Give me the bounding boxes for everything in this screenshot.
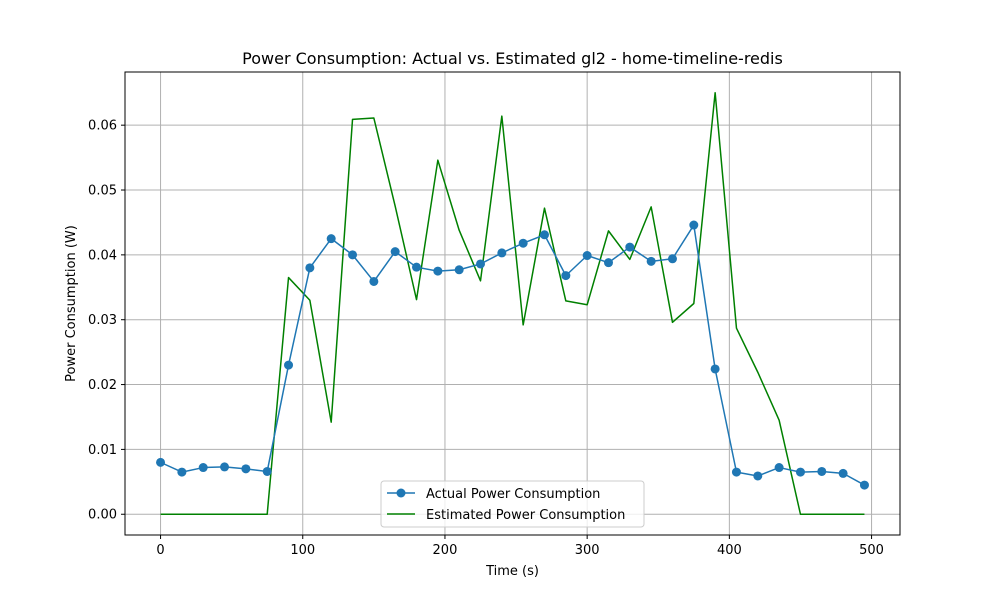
- actual-power-consumption-point: [262, 466, 272, 476]
- chart-title: Power Consumption: Actual vs. Estimated …: [242, 49, 783, 68]
- actual-power-consumption-point: [348, 250, 358, 260]
- actual-power-consumption-point: [795, 467, 805, 477]
- y-tick-label: 0.02: [88, 378, 117, 393]
- actual-power-consumption-point: [497, 248, 507, 258]
- legend-estimated-label: Estimated Power Consumption: [426, 508, 625, 523]
- actual-power-consumption-point: [177, 467, 187, 477]
- estimated-power-consumption-line: [160, 92, 865, 515]
- y-tick-label: 0.01: [88, 443, 117, 458]
- actual-power-consumption-point: [220, 462, 230, 472]
- x-tick-label: 300: [575, 543, 600, 558]
- legend-actual-label: Actual Power Consumption: [426, 487, 600, 502]
- actual-power-consumption-point: [625, 242, 635, 252]
- y-tick-label: 0.00: [88, 508, 117, 523]
- actual-power-consumption-point: [241, 464, 251, 474]
- actual-power-consumption-point: [156, 457, 166, 467]
- actual-power-consumption-point: [390, 247, 400, 257]
- actual-power-consumption-line: [160, 224, 865, 486]
- actual-power-consumption-point: [433, 266, 443, 276]
- grid-lines: [125, 72, 900, 535]
- axis-ticks: 0 100 200 300 400 500 0.00 0.01 0.02 0.03 0.04 0.05…: [88, 119, 884, 558]
- y-tick-label: 0.06: [88, 119, 117, 134]
- actual-power-consumption-point: [582, 251, 592, 261]
- actual-power-consumption-point: [603, 258, 613, 268]
- y-tick-label: 0.05: [88, 184, 117, 199]
- actual-power-consumption-point: [412, 262, 422, 272]
- y-tick-label: 0.03: [88, 313, 117, 328]
- actual-power-consumption-point: [667, 254, 677, 264]
- x-tick-label: 400: [717, 543, 742, 558]
- legend-actual-marker: [396, 488, 406, 498]
- actual-power-consumption-point: [689, 220, 699, 230]
- actual-power-consumption-point: [753, 471, 763, 481]
- legend: Actual Power Consumption Estimated Power…: [380, 480, 645, 528]
- actual-power-consumption-point: [646, 256, 656, 266]
- actual-power-consumption-point: [326, 234, 336, 244]
- actual-power-consumption-point: [305, 263, 315, 273]
- actual-power-consumption-point: [859, 480, 869, 490]
- legend-box: [380, 480, 645, 528]
- actual-power-consumption-point: [369, 276, 379, 286]
- x-tick-label: 500: [859, 543, 884, 558]
- actual-power-consumption-point: [518, 238, 528, 248]
- actual-power-consumption-point: [454, 265, 464, 275]
- x-tick-label: 0: [156, 543, 164, 558]
- actual-power-consumption-point: [817, 466, 827, 476]
- actual-power-consumption-point: [838, 468, 848, 478]
- actual-power-consumption-point: [476, 259, 486, 269]
- series-layer: [156, 92, 869, 515]
- plot-area-frame: [124, 71, 901, 536]
- actual-power-consumption-point: [284, 360, 294, 370]
- y-axis-label: Power Consumption (W): [64, 225, 79, 382]
- actual-power-consumption-point: [561, 271, 571, 281]
- x-axis-label: Time (s): [485, 564, 539, 579]
- actual-power-consumption-point: [710, 364, 720, 374]
- x-tick-label: 200: [433, 543, 458, 558]
- y-tick-label: 0.04: [88, 248, 117, 263]
- actual-power-consumption-point: [774, 463, 784, 473]
- actual-power-consumption-point: [198, 463, 208, 473]
- actual-power-consumption-point: [731, 467, 741, 477]
- x-tick-label: 100: [290, 543, 315, 558]
- actual-power-consumption-point: [539, 230, 549, 240]
